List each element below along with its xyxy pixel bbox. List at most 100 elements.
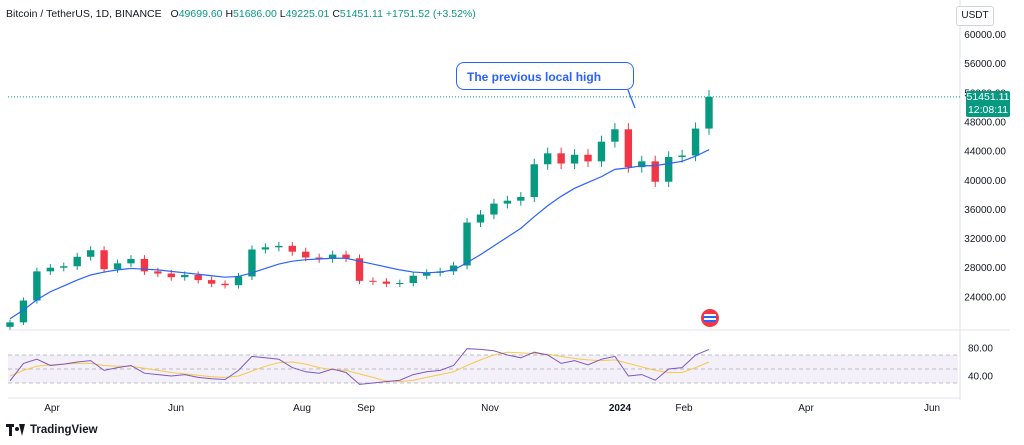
candle-body [705,96,713,129]
candle [503,195,512,209]
y-tick-label: 36000.00 [964,205,1006,216]
close-label: C [332,8,340,20]
candle-body [315,257,323,259]
candle [140,255,149,275]
candle [113,259,122,273]
candle-body [638,161,646,168]
y-tick-label: 24000.00 [964,292,1006,303]
candle-body [113,263,122,270]
candle [127,255,135,268]
candle-body [207,280,216,284]
candle [409,272,417,287]
candle [705,90,713,135]
candle [530,158,538,202]
y-tick-label: 40000.00 [964,176,1006,187]
candle-body [275,245,283,248]
candle-body [409,275,417,284]
candle [355,254,364,285]
candle [33,267,41,304]
open-label: O [170,8,179,20]
candle [517,192,525,206]
x-tick-label: Apr [798,403,814,414]
tradingview-logo-icon [6,424,26,436]
candle [624,123,633,173]
candle-body [503,200,512,204]
candle-body [6,322,14,327]
last-price-value: 51451.11 [966,91,1010,103]
candle [275,241,283,252]
us-flag-icon[interactable] [701,309,719,327]
candle [664,151,673,187]
low-label: L [279,8,286,20]
candle [423,269,431,280]
currency-selector[interactable]: USDT [956,6,994,26]
rsi-tick-label: 80.00 [968,344,993,355]
candle-body [194,275,202,281]
brand-name: TradingView [30,424,98,436]
x-tick-label: Apr [44,403,60,414]
candle-body [261,247,270,250]
rsi-tick-label: 40.00 [968,372,993,383]
candle-body [691,128,700,156]
candle [678,149,686,163]
candle [288,241,296,256]
y-tick-label: 48000.00 [964,118,1006,129]
candle [449,261,458,275]
candle [302,247,310,262]
candle [490,198,498,220]
open-value: 49699.60 [178,8,223,20]
candle-body [543,153,552,165]
candle [691,122,700,162]
candle-body [678,155,686,157]
candle [315,253,323,263]
candle-body [517,197,525,201]
candle [248,245,256,280]
annotation-callout[interactable]: The previous local high [456,62,634,90]
candle-body [181,275,189,278]
candle-body [248,249,256,277]
candle [73,252,81,270]
candle [207,276,216,288]
y-tick-label: 28000.00 [964,263,1006,274]
candle [463,218,471,270]
x-tick-label: Jun [168,403,184,414]
candle [194,271,202,284]
candle-body [530,164,538,198]
tradingview-logo[interactable]: TradingView [6,424,98,436]
candle [86,246,95,261]
candle-body [328,254,337,259]
x-tick-label: Jun [924,403,940,414]
candle-body [100,250,108,270]
candle [60,262,68,272]
symbol-title[interactable]: Bitcoin / TetherUS, 1D, BINANCE [6,8,162,20]
y-tick-label: 56000.00 [964,59,1006,70]
candle-body [369,280,377,282]
candle-body [127,258,135,264]
candle [261,243,270,254]
candle-body [651,161,659,182]
moving-average-line [9,149,710,320]
candle-body [396,283,404,285]
change-value: +1751.52 (+3.52%) [385,8,476,20]
candle [100,246,108,273]
candle-body [597,141,606,162]
x-tick-label: 2024 [609,403,632,414]
candle [638,155,646,173]
candle [19,297,28,326]
close-value: 51451.11 [339,8,383,20]
candle-body [664,156,673,182]
high-value: 51686.00 [233,8,277,20]
candle-body [382,281,391,284]
candle-body [624,129,633,168]
candle-body [221,283,229,286]
candle [597,135,606,167]
candle-body [46,267,55,272]
candle-body [234,276,243,286]
candle [570,149,579,170]
annotation-pointer [627,89,636,109]
candle-body [73,256,81,267]
candle [154,267,162,278]
candle-body [611,129,619,142]
candle-body [463,222,471,266]
